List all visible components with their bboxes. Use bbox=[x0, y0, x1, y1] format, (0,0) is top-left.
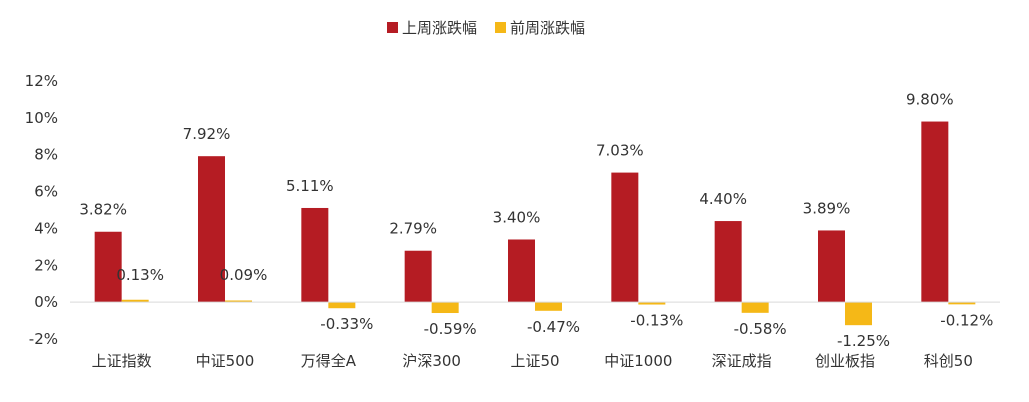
data-label-series1: 2.79% bbox=[389, 220, 437, 238]
x-category-label: 上证50 bbox=[510, 352, 559, 370]
bar-series2 bbox=[225, 300, 252, 303]
x-category-label: 中证500 bbox=[196, 352, 255, 370]
data-label-series2: -1.25% bbox=[837, 332, 890, 350]
data-label-series1: 3.40% bbox=[493, 208, 541, 226]
y-tick-label: -2% bbox=[29, 330, 58, 348]
data-label-series1: 7.03% bbox=[596, 142, 644, 160]
x-category-label: 沪深300 bbox=[402, 352, 461, 370]
data-label-series2: -0.58% bbox=[734, 320, 787, 338]
legend-swatch-series1 bbox=[387, 22, 398, 33]
x-category-label: 万得全A bbox=[301, 352, 357, 370]
bar-series1 bbox=[404, 250, 432, 303]
bar-series2 bbox=[845, 302, 872, 326]
bar-series1 bbox=[301, 207, 329, 303]
bar-series2 bbox=[121, 299, 149, 303]
bar-series2 bbox=[638, 302, 666, 305]
data-label-series2: -0.12% bbox=[940, 311, 993, 329]
x-category-label: 深证成指 bbox=[712, 352, 772, 370]
data-label-series2: -0.13% bbox=[630, 312, 683, 330]
bar-series1 bbox=[714, 221, 742, 303]
bar-series1 bbox=[818, 230, 845, 303]
legend-label-series1: 上周涨跌幅 bbox=[402, 19, 477, 37]
bar-series1 bbox=[611, 172, 639, 303]
data-label-series1: 3.89% bbox=[803, 199, 851, 217]
bar-series2 bbox=[431, 302, 459, 314]
y-tick-label: 8% bbox=[34, 146, 58, 164]
bars: 3.82% 0.13% 7.92% 0.09% 5.11% -0.33% 2.79% -0.5… bbox=[79, 91, 993, 351]
y-axis: 12% 10% 8% 6% 4% 2% 0% -2% bbox=[25, 72, 58, 348]
x-category-label: 科创50 bbox=[924, 352, 973, 370]
y-tick-label: 0% bbox=[34, 293, 58, 311]
bar-series1 bbox=[508, 239, 535, 303]
data-label-series2: 0.09% bbox=[220, 266, 268, 284]
legend-label-series2: 前周涨跌幅 bbox=[510, 19, 585, 37]
bar-series1 bbox=[94, 231, 122, 303]
data-label-series1: 7.92% bbox=[183, 125, 231, 143]
data-label-series2: -0.59% bbox=[424, 320, 477, 338]
bar-series2 bbox=[328, 302, 356, 309]
data-label-series2: -0.47% bbox=[527, 318, 580, 336]
legend-swatch-series2 bbox=[495, 22, 506, 33]
x-axis: 上证指数 中证500 万得全A 沪深300 上证50 中证1000 深证成指 创业板指 科创50 bbox=[70, 301, 1000, 370]
y-tick-label: 12% bbox=[25, 72, 58, 90]
bar-series2 bbox=[948, 302, 976, 305]
bar-series2 bbox=[741, 302, 769, 313]
y-tick-label: 6% bbox=[34, 183, 58, 201]
data-label-series1: 9.80% bbox=[906, 91, 954, 109]
data-label-series2: 0.13% bbox=[116, 266, 164, 284]
bar-series1 bbox=[921, 121, 949, 303]
y-tick-label: 4% bbox=[34, 219, 58, 237]
data-label-series1: 4.40% bbox=[699, 190, 747, 208]
x-category-label: 创业板指 bbox=[815, 352, 875, 370]
data-label-series1: 5.11% bbox=[286, 177, 334, 195]
y-tick-label: 10% bbox=[25, 109, 58, 127]
bar-series2 bbox=[535, 302, 562, 311]
x-category-label: 中证1000 bbox=[604, 352, 672, 370]
y-tick-label: 2% bbox=[34, 256, 58, 274]
x-category-label: 上证指数 bbox=[92, 352, 152, 370]
data-label-series2: -0.33% bbox=[320, 315, 373, 333]
bar-series1 bbox=[198, 156, 225, 303]
legend: 上周涨跌幅 前周涨跌幅 bbox=[387, 19, 585, 37]
data-label-series1: 3.82% bbox=[79, 201, 127, 219]
